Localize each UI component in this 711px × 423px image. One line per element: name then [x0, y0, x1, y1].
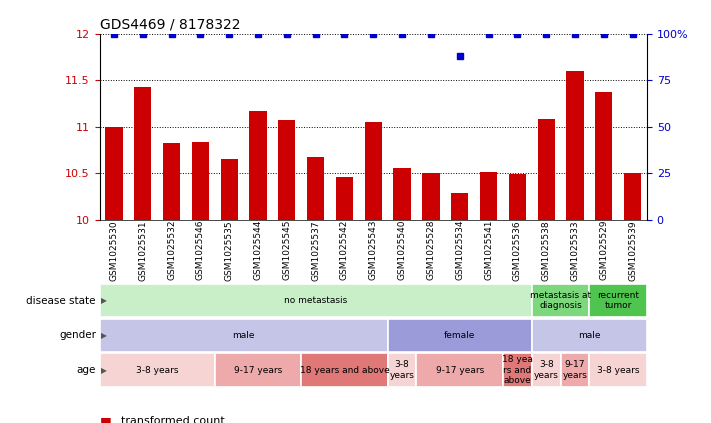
Bar [532, 284, 589, 317]
Text: no metastasis: no metastasis [284, 296, 347, 305]
Text: GSM1025545: GSM1025545 [282, 220, 292, 280]
Text: GSM1025546: GSM1025546 [196, 220, 205, 280]
Text: transformed count: transformed count [121, 416, 225, 423]
Bar [387, 354, 417, 387]
Bar [503, 354, 532, 387]
Text: age: age [77, 365, 96, 375]
Bar [532, 319, 647, 352]
Bar [451, 193, 469, 220]
Text: 3-8 years: 3-8 years [597, 365, 639, 375]
Text: GSM1025530: GSM1025530 [109, 220, 119, 280]
Text: 3-8
years: 3-8 years [390, 360, 415, 380]
Bar [100, 319, 387, 352]
Bar [508, 174, 526, 220]
Text: 9-17 years: 9-17 years [436, 365, 484, 375]
Bar [538, 119, 555, 220]
Text: ▶: ▶ [101, 331, 107, 340]
Text: GSM1025533: GSM1025533 [570, 220, 579, 280]
Text: GSM1025541: GSM1025541 [484, 220, 493, 280]
Bar [105, 127, 122, 220]
Text: female: female [444, 331, 476, 340]
Text: 18 yea
rs and
above: 18 yea rs and above [502, 355, 533, 385]
Bar [215, 354, 301, 387]
Bar [100, 284, 532, 317]
Text: GSM1025532: GSM1025532 [167, 220, 176, 280]
Text: GSM1025531: GSM1025531 [138, 220, 147, 280]
Text: 18 years and above: 18 years and above [299, 365, 390, 375]
Bar [250, 111, 267, 220]
Bar [595, 93, 612, 220]
Text: 3-8
years: 3-8 years [534, 360, 559, 380]
Bar [387, 319, 532, 352]
Bar [589, 284, 647, 317]
Bar [100, 354, 215, 387]
Bar [365, 122, 382, 220]
Text: male: male [578, 331, 601, 340]
Bar [192, 142, 209, 220]
Text: GSM1025535: GSM1025535 [225, 220, 234, 280]
Text: GSM1025534: GSM1025534 [455, 220, 464, 280]
Text: ▶: ▶ [101, 365, 107, 375]
Bar [336, 177, 353, 220]
Bar [278, 121, 296, 220]
Bar [393, 168, 411, 220]
Bar [567, 71, 584, 220]
Bar [560, 354, 589, 387]
Bar [624, 173, 641, 220]
Bar [301, 354, 387, 387]
Text: GSM1025536: GSM1025536 [513, 220, 522, 280]
Text: GDS4469 / 8178322: GDS4469 / 8178322 [100, 17, 240, 31]
Bar [134, 87, 151, 220]
Text: GSM1025540: GSM1025540 [397, 220, 407, 280]
Text: 9-17
years: 9-17 years [562, 360, 587, 380]
Bar [307, 157, 324, 220]
Bar [480, 172, 497, 220]
Text: recurrent
tumor: recurrent tumor [597, 291, 639, 310]
Bar [417, 354, 503, 387]
Bar [532, 354, 560, 387]
Text: GSM1025537: GSM1025537 [311, 220, 320, 280]
Text: ■: ■ [100, 415, 112, 423]
Text: male: male [232, 331, 255, 340]
Text: gender: gender [59, 330, 96, 341]
Text: GSM1025529: GSM1025529 [599, 220, 609, 280]
Text: GSM1025538: GSM1025538 [542, 220, 550, 280]
Bar [220, 159, 238, 220]
Text: ▶: ▶ [101, 296, 107, 305]
Bar [589, 354, 647, 387]
Text: 9-17 years: 9-17 years [234, 365, 282, 375]
Bar [422, 173, 439, 220]
Text: GSM1025542: GSM1025542 [340, 220, 349, 280]
Bar [163, 143, 180, 220]
Text: metastasis at
diagnosis: metastasis at diagnosis [530, 291, 591, 310]
Text: disease state: disease state [26, 296, 96, 306]
Text: GSM1025543: GSM1025543 [369, 220, 378, 280]
Text: 3-8 years: 3-8 years [136, 365, 178, 375]
Text: GSM1025539: GSM1025539 [628, 220, 637, 280]
Text: GSM1025544: GSM1025544 [254, 220, 262, 280]
Text: GSM1025528: GSM1025528 [427, 220, 435, 280]
